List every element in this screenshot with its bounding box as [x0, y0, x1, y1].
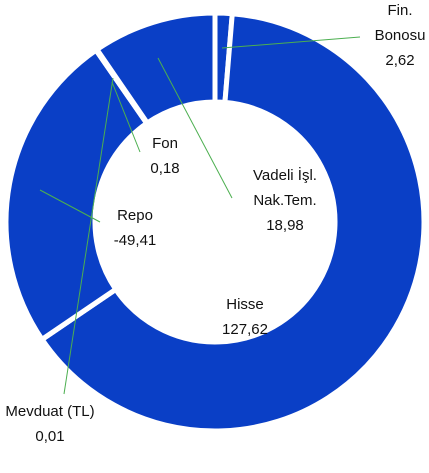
data-label: Vadeli İşl. Nak.Tem. 18,98	[220, 163, 350, 238]
donut-slice	[38, 11, 427, 434]
category-label: Vadeli İşl. Nak.Tem.	[253, 167, 317, 209]
category-label: Fon	[152, 135, 178, 152]
value-label: 127,62	[222, 321, 268, 338]
value-label: 18,98	[266, 217, 304, 234]
value-label: 0,18	[150, 160, 180, 177]
value-label: -49,41	[113, 232, 157, 249]
data-label: Hisse 127,62	[190, 292, 300, 342]
data-label: Mevduat (TL) 0,01	[0, 399, 100, 449]
category-label: Fin. Bonosu	[374, 2, 426, 44]
donut-slice	[3, 46, 151, 343]
donut-slice	[93, 10, 218, 127]
category-label: Hisse	[226, 296, 264, 313]
leader-line	[111, 81, 141, 153]
leader-line	[39, 189, 101, 223]
category-label: Mevduat (TL)	[5, 403, 95, 420]
value-label: 0,01	[35, 428, 65, 445]
leader-line	[157, 57, 233, 199]
data-label: Fin. Bonosu 2,62	[365, 0, 429, 73]
data-label: Repo -49,41	[95, 203, 175, 253]
data-label: Fon 0,18	[135, 131, 195, 181]
leader-line	[221, 36, 361, 49]
value-label: 2,62	[385, 52, 415, 69]
leader-line	[63, 77, 114, 395]
category-label: Repo	[117, 207, 153, 224]
